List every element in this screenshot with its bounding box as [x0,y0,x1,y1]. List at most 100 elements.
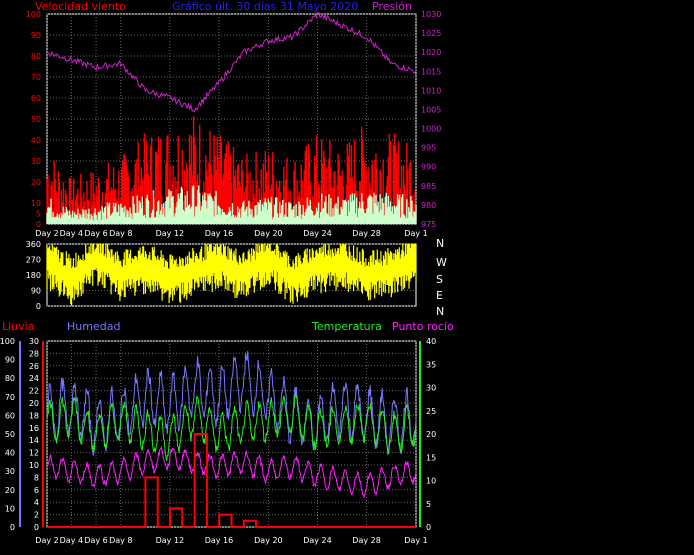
left-tick-label: 60 [31,94,41,103]
x-tick-label: Day 8 [109,229,132,238]
left-tick-label: 20 [31,178,41,187]
temperature-tick-label: 25 [426,407,436,416]
pressure-label: Presión [372,0,412,13]
rain-tick-label: 24 [29,374,39,383]
rain-tick-label: 8 [34,473,39,482]
x-tick-label: Day 8 [109,536,132,545]
x-tick-label: Day 12 [156,536,185,545]
dewpoint-series [46,445,417,498]
rain-tick-label: 28 [29,349,39,358]
right-tick-label: 1005 [421,105,441,114]
rain-tick-label: 12 [29,449,39,458]
rain-tick-label: 0 [34,523,39,532]
left-tick-label: 40 [31,136,41,145]
temperature-tick-label: 0 [426,523,431,532]
temperature-series [46,392,417,461]
rain-tick-label: 22 [29,387,39,396]
humidity-tick-label: 30 [5,467,15,476]
humidity-series [46,350,417,456]
wind-speed-label: Velocidad viento [35,0,126,13]
compass-label: N [436,237,444,250]
chart-header: Velocidad viento Gráfico últ. 30 días 31… [35,0,412,13]
left-tick-label: 5 [36,210,41,219]
x-tick-label: Day 24 [303,229,332,238]
humidity-tick-label: 70 [5,393,15,402]
rain-tick-label: 18 [29,411,39,420]
x-tick-label: Day 6 [84,536,107,545]
left-tick-label: 30 [31,157,41,166]
right-tick-label: 1010 [421,86,441,95]
direction-tick-label: 0 [36,302,41,311]
right-tick-label: 1020 [421,48,441,57]
temperature-tick-label: 10 [426,477,436,486]
rain-tick-label: 14 [29,436,39,445]
direction-tick-label: 270 [26,256,41,265]
temperature-tick-label: 35 [426,360,436,369]
x-tick-label: Day 28 [352,229,381,238]
rain-tick-label: 2 [34,511,39,520]
right-tick-label: 1030 [421,10,441,19]
humidity-tick-label: 90 [5,356,15,365]
x-tick-label: Day 6 [84,229,107,238]
direction-tick-label: 90 [31,287,41,296]
left-tick-label: 80 [31,52,41,61]
x-tick-label: Day 1 [404,229,427,238]
compass-label: N [436,305,444,318]
x-tick-label: Day 24 [303,536,332,545]
humidity-tick-label: 50 [5,430,15,439]
right-tick-label: 990 [421,163,436,172]
x-tick-label: Day 28 [352,536,381,545]
x-tick-label: Day 12 [156,229,185,238]
right-tick-label: 985 [421,182,436,191]
temperature-tick-label: 15 [426,453,436,462]
humidity-tick-label: 20 [5,486,15,495]
temperature-tick-label: 30 [426,384,436,393]
plot-frame [46,340,417,528]
dewpoint-label: Punto rocío [392,320,454,333]
climate-legend: Lluvia Humedad Temperatura Punto rocío [2,320,454,333]
x-tick-label: Day 2 [35,229,58,238]
rain-label: Lluvia [2,320,34,333]
humidity-tick-label: 0 [10,523,15,532]
rain-tick-label: 6 [34,486,39,495]
compass-label: E [436,289,443,302]
x-tick-label: Day 16 [205,536,234,545]
x-tick-label: Day 2 [35,536,58,545]
right-tick-label: 1025 [421,29,441,38]
left-tick-label: 0 [36,220,41,229]
x-tick-label: Day 16 [205,229,234,238]
humidity-label: Humedad [67,320,120,333]
rain-tick-label: 10 [29,461,39,470]
rain-tick-label: 26 [29,362,39,371]
right-tick-label: 995 [421,144,436,153]
humidity-tick-label: 40 [5,449,15,458]
humidity-tick-label: 10 [5,504,15,513]
x-tick-label: Day 20 [254,536,283,545]
pressure-series [46,11,417,113]
humidity-tick-label: 80 [5,374,15,383]
climate-panel: 0102030405060708090100024681012141618202… [0,337,436,545]
chart-title: Gráfico últ. 30 días 31 Mayo 2020 [172,0,358,13]
temperature-tick-label: 20 [426,430,436,439]
right-tick-label: 1015 [421,67,441,76]
right-tick-label: 975 [421,220,436,229]
left-tick-label: 10 [31,199,41,208]
rain-tick-label: 4 [34,498,39,507]
rain-series [47,433,416,528]
x-tick-label: Day 4 [60,536,83,545]
left-tick-label: 90 [31,31,41,40]
wind-direction-series [46,244,417,306]
compass-label: W [436,256,447,269]
right-tick-label: 1000 [421,125,441,134]
x-tick-label: Day 1 [404,536,427,545]
direction-tick-label: 360 [26,240,41,249]
temperature-tick-label: 40 [426,337,436,346]
wind-pressure-panel: 0510203040506070809010097598098599099510… [26,10,442,238]
left-tick-label: 100 [26,10,41,19]
temperature-tick-label: 5 [426,500,431,509]
right-tick-label: 980 [421,201,436,210]
x-tick-label: Day 20 [254,229,283,238]
rain-tick-label: 20 [29,399,39,408]
